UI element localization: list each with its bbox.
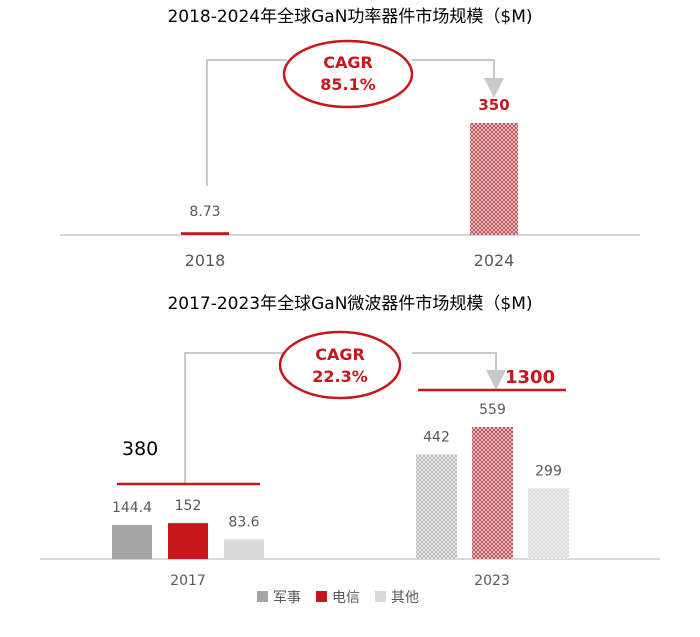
- chart-1-cagr-ellipse: [282, 39, 414, 109]
- chart-2-cagr-value: 22.3%: [312, 367, 368, 386]
- legend-label-other: 其他: [391, 590, 419, 606]
- chart-1-value-2024: 350: [478, 96, 509, 114]
- chart-1-bar-2024: [470, 123, 518, 235]
- chart-1-tick-2018: 2018: [185, 251, 226, 270]
- chart-2-tick-2023: 2023: [474, 573, 510, 589]
- chart-1-title: 2018-2024年全球GaN功率器件市场规模（$M): [167, 7, 532, 27]
- chart-2-total-2017: 380: [122, 438, 158, 460]
- chart-1-connector-right: [412, 59, 504, 98]
- chart-1-tick-2024: 2024: [474, 251, 515, 270]
- chart-2-label-2017-other: 83.6: [228, 514, 259, 530]
- chart-2-title: 2017-2023年全球GaN微波器件市场规模（$M): [167, 294, 532, 314]
- chart-2-bar-2017-military: [112, 524, 152, 559]
- chart-2-label-2017-telecom: 152: [175, 498, 202, 514]
- chart-2-bar-2023-other: [528, 488, 569, 559]
- chart-2-label-2023-other: 299: [535, 463, 562, 479]
- chart-2-connector-right: [412, 352, 506, 390]
- chart-2-bar-2017-other: [224, 539, 264, 559]
- chart-2-cagr-ellipse: [278, 330, 402, 400]
- chart-1-power: 2018-2024年全球GaN功率器件市场规模（$M) CAGR 85.1% 8…: [60, 7, 640, 270]
- chart-2-connector-left: [184, 352, 287, 484]
- legend-label-telecom: 电信: [332, 590, 360, 606]
- chart-1-bar-2018: [181, 232, 229, 235]
- chart-2-label-2023-telecom: 559: [479, 402, 506, 418]
- chart-2-cagr-label: CAGR: [315, 345, 365, 364]
- chart-1-connector-left: [206, 59, 287, 186]
- chart-2-tick-2017: 2017: [170, 573, 206, 589]
- chart-2-label-2017-military: 144.4: [112, 500, 152, 516]
- chart-2-label-2023-military: 442: [423, 430, 450, 446]
- legend-swatch-telecom: [316, 591, 327, 602]
- chart-2-legend: 军事 电信 其他: [257, 590, 419, 606]
- chart-2-microwave: 2017-2023年全球GaN微波器件市场规模（$M) CAGR 22.3% 3…: [40, 294, 660, 606]
- chart-2-total-2023: 1300: [505, 367, 555, 388]
- chart-1-cagr-label: CAGR: [323, 53, 373, 72]
- chart-1-cagr-value: 85.1%: [320, 75, 376, 94]
- chart-2-bar-2017-telecom: [168, 523, 208, 559]
- legend-swatch-military: [257, 591, 268, 602]
- chart-2-bar-2023-military: [416, 454, 457, 559]
- legend-swatch-other: [375, 591, 386, 602]
- chart-2-bar-2023-telecom: [472, 427, 513, 559]
- chart-1-value-2018: 8.73: [189, 204, 220, 220]
- legend-label-military: 军事: [273, 590, 301, 606]
